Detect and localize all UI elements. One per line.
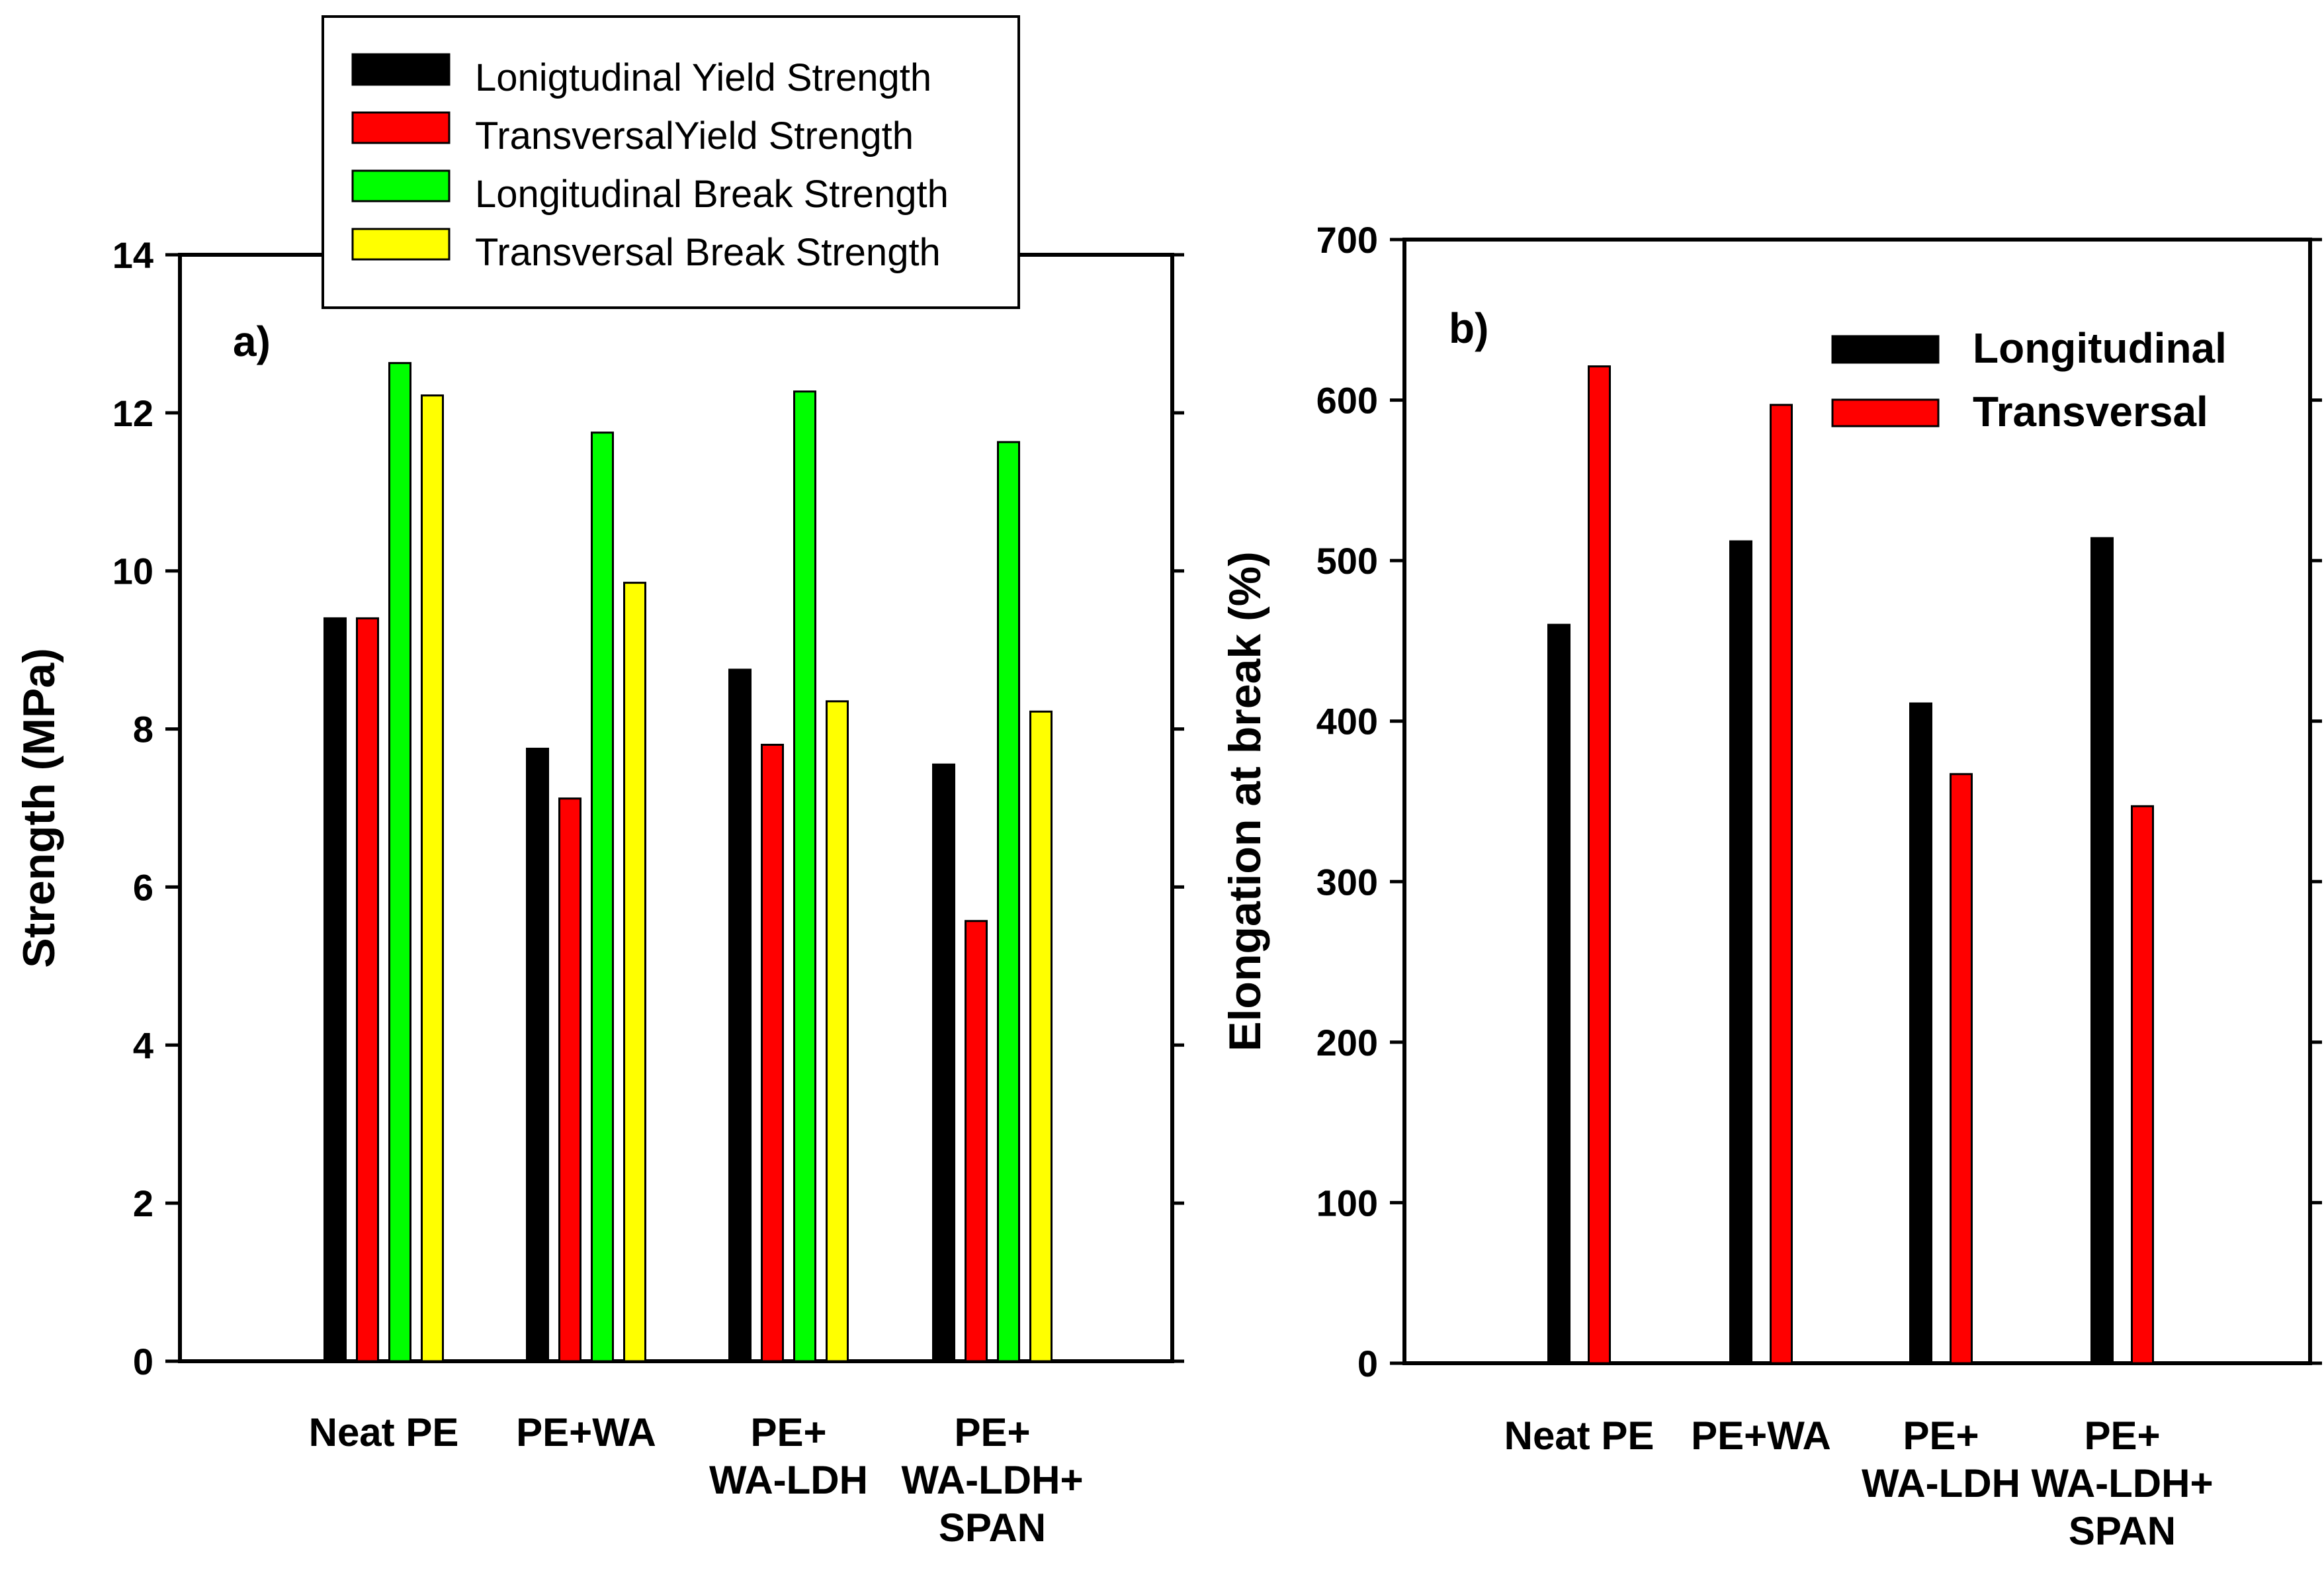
panel-b-y-tick-label: 500 — [1316, 540, 1378, 582]
panel-b-panel-label: b) — [1449, 304, 1488, 352]
panel-a-bar — [623, 582, 646, 1363]
panel-b-category-label-line: WA-LDH — [1862, 1461, 2020, 1505]
panel-b-bar — [1729, 540, 1752, 1365]
panel-b-bar — [1547, 623, 1571, 1365]
panel-a-bar — [932, 763, 955, 1363]
panel-b-bar — [1770, 404, 1793, 1365]
panel-b-y-tick-label: 200 — [1316, 1022, 1378, 1063]
panel-a-bar — [997, 441, 1020, 1363]
panel-b-category-label-line: SPAN — [2069, 1509, 2176, 1553]
panel-a-bar — [1029, 710, 1053, 1363]
panel-a-bar — [558, 797, 581, 1363]
panel-a-y-tick-label: 0 — [133, 1341, 153, 1382]
panel-a-legend-label: Transversal Break Strength — [475, 231, 941, 274]
panel-b-bar — [1588, 365, 1611, 1365]
panel-a-legend-label: TransversalYield Strength — [475, 114, 914, 157]
panel-a-bar — [323, 617, 347, 1363]
panel-a-y-axis-label: Strength (MPa) — [14, 648, 64, 968]
panel-b-y-tick-label: 300 — [1316, 861, 1378, 903]
panel-b-legend-swatch — [1831, 398, 1940, 427]
panel-a-y-tick-label: 14 — [112, 234, 153, 276]
panel-b-y-tick-label: 0 — [1357, 1343, 1378, 1384]
panel-a-bar — [761, 743, 784, 1363]
panel-b-category-label-line: Neat PE — [1504, 1414, 1655, 1458]
panel-a-y-tick-label: 4 — [133, 1024, 153, 1066]
panel-a-bar — [965, 920, 988, 1363]
panel-b-legend-label: Longitudinal — [1973, 324, 2227, 372]
panel-a-y-tick-label: 10 — [112, 551, 153, 592]
panel-a-y-tick-label: 2 — [133, 1183, 153, 1224]
panel-b-category-label: PE+ WA-LDH+ SPAN — [2032, 1414, 2214, 1553]
panel-b-y-tick-label: 600 — [1316, 380, 1378, 422]
panel-a-bar — [388, 362, 411, 1363]
panel-b-legend-swatch — [1831, 335, 1940, 364]
panel-a-bar — [826, 700, 849, 1363]
panel-a-legend-swatch — [351, 53, 451, 86]
panel-b-category-label: PE+ WA-LDH — [1862, 1414, 2020, 1505]
panel-a-bar — [526, 747, 549, 1363]
panel-b-bar — [2131, 805, 2154, 1365]
panel-a-category-label-line: PE+ — [750, 1410, 826, 1455]
panel-a-bar — [591, 431, 614, 1363]
panel-a-category-label-line: WA-LDH — [709, 1458, 868, 1502]
panel-a-legend-label: Lonigtudinal Yield Strength — [475, 56, 931, 99]
panel-b-category-label-line: PE+ — [2084, 1414, 2160, 1458]
panel-a-category-label: Neat PE — [309, 1410, 459, 1455]
panel-a-bar — [421, 394, 444, 1363]
panel-a-y-tick-label: 12 — [112, 392, 153, 434]
panel-b-y-tick-label: 400 — [1316, 701, 1378, 742]
panel-a-category-label-line: SPAN — [939, 1505, 1046, 1550]
panel-a-bar — [728, 668, 752, 1363]
panel-a-panel-label: a) — [233, 318, 271, 365]
panel-a-category-label: PE+ WA-LDH — [709, 1410, 868, 1502]
panel-a-legend-swatch — [351, 111, 451, 144]
panel-a-category-label: PE+ WA-LDH+ SPAN — [902, 1410, 1084, 1550]
panel-a-legend: Lonigtudinal Yield Strength TransversalYi… — [322, 15, 1020, 309]
panel-a-legend-swatch — [351, 228, 451, 261]
panel-a-y-tick-label: 8 — [133, 709, 153, 750]
panel-b-y-tick-label: 700 — [1316, 219, 1378, 261]
panel-a-y-tick-label: 6 — [133, 866, 153, 908]
panel-b-y-tick-label: 100 — [1316, 1182, 1378, 1224]
panel-b-category-label-line: WA-LDH+ — [2032, 1461, 2214, 1505]
panel-b-category-label: PE+WA — [1691, 1414, 1831, 1458]
panel-a-category-label-line: PE+ — [954, 1410, 1030, 1455]
panel-b-category-label-line: PE+WA — [1691, 1414, 1831, 1458]
panel-a-legend-swatch — [351, 169, 451, 202]
panel-a-category-label-line: Neat PE — [309, 1410, 459, 1455]
panel-a-category-label-line: WA-LDH+ — [902, 1458, 1084, 1502]
panel-a-bar — [793, 390, 816, 1363]
panel-b-plot-frame — [1402, 238, 2312, 1365]
panel-b-chart: 0 100 200 300 400 500 600 700 Elongation at brea… — [1220, 219, 2322, 1553]
panel-b-bar — [1909, 702, 1932, 1365]
panel-b-bar — [2090, 537, 2114, 1365]
panel-b-category-label-line: PE+ — [1903, 1414, 1979, 1458]
panel-b-legend-label: Transversal — [1973, 388, 2208, 435]
panel-a-chart: 0 2 4 6 8 10 12 14 Strength (MPa) Neat PE PE+WA PE+… — [14, 15, 1184, 1550]
panel-b-bar — [1950, 773, 1973, 1365]
panel-a-category-label-line: PE+WA — [516, 1410, 656, 1455]
panel-b-legend: Longitudinal Transversal — [1831, 324, 2227, 435]
panel-b-y-axis-label: Elongation at break (%) — [1220, 551, 1270, 1052]
panel-a-category-label: PE+WA — [516, 1410, 656, 1455]
panel-a-bar — [356, 617, 379, 1363]
panel-a-legend-label: Longitudinal Break Strength — [475, 173, 949, 216]
panel-b-category-label: Neat PE — [1504, 1414, 1655, 1458]
